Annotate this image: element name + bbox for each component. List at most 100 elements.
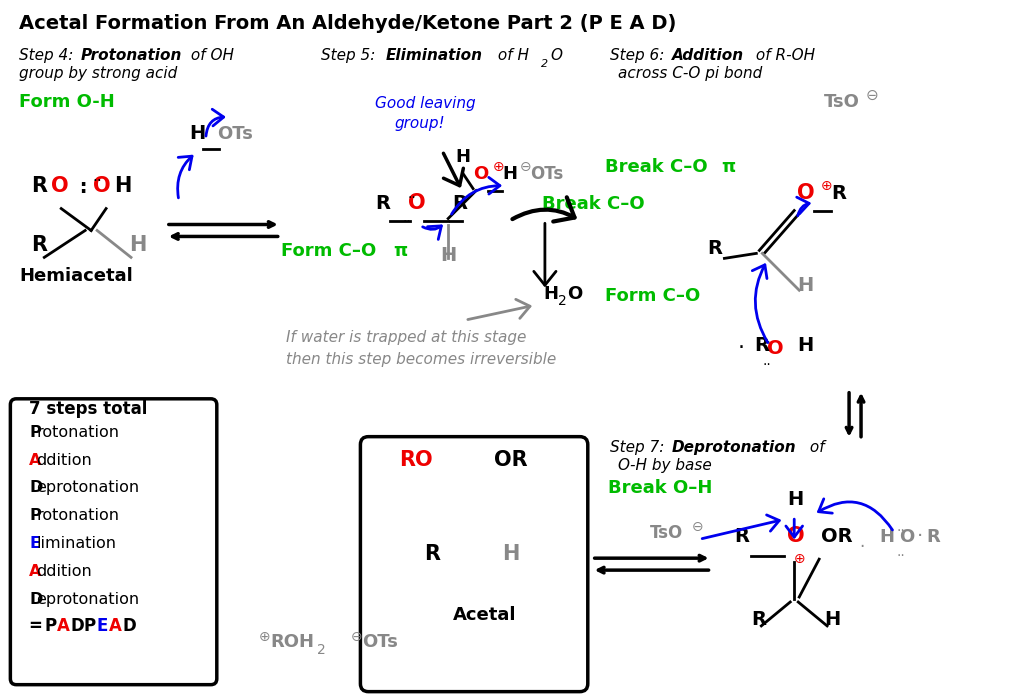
Text: H: H: [797, 276, 813, 295]
Text: Step 6:: Step 6:: [609, 48, 668, 63]
Text: R: R: [734, 527, 749, 546]
Text: 7 steps total: 7 steps total: [30, 400, 148, 418]
Text: H: H: [787, 491, 803, 510]
Text: ..: ..: [401, 211, 411, 225]
Text: limination: limination: [37, 536, 116, 551]
Text: O: O: [93, 176, 111, 195]
Text: Addition: Addition: [671, 48, 743, 63]
Text: group by strong acid: group by strong acid: [19, 66, 177, 81]
Text: R: R: [830, 183, 846, 202]
Text: Break C–O: Break C–O: [604, 158, 713, 176]
FancyArrowPatch shape: [422, 226, 441, 239]
Text: ⊕: ⊕: [492, 160, 504, 174]
Text: A: A: [30, 564, 42, 579]
Text: Break O–H: Break O–H: [607, 480, 711, 498]
Text: ⊖: ⊖: [865, 88, 878, 103]
Text: R: R: [926, 528, 940, 546]
Text: group!: group!: [394, 116, 444, 131]
Text: =: =: [30, 617, 49, 635]
Text: E: E: [96, 617, 107, 635]
Text: then this step becomes irreversible: then this step becomes irreversible: [285, 352, 555, 367]
Text: H: H: [129, 235, 147, 256]
Text: H: H: [797, 336, 813, 355]
Text: E: E: [30, 536, 41, 551]
Text: ddition: ddition: [37, 452, 92, 468]
Text: ·: ·: [916, 527, 922, 546]
Text: rotonation: rotonation: [37, 425, 119, 440]
Text: Form C–O: Form C–O: [280, 242, 382, 260]
Text: R: R: [424, 544, 440, 564]
Text: of H: of H: [492, 48, 529, 63]
Text: R: R: [32, 235, 47, 256]
FancyArrowPatch shape: [752, 265, 767, 343]
Text: ⊕: ⊕: [259, 630, 270, 644]
Text: 2: 2: [540, 59, 547, 69]
Text: Elimination: Elimination: [385, 48, 482, 63]
FancyArrowPatch shape: [512, 197, 574, 221]
Text: H: H: [542, 285, 557, 303]
Text: R: R: [707, 239, 721, 258]
Text: of: of: [804, 440, 824, 454]
Text: OTs: OTs: [217, 125, 253, 143]
Text: O: O: [51, 176, 69, 195]
Text: ⊕: ⊕: [820, 178, 832, 192]
Text: 2: 2: [316, 643, 325, 657]
Text: A: A: [109, 617, 122, 635]
FancyArrowPatch shape: [177, 156, 192, 198]
Text: R: R: [751, 610, 765, 629]
Text: H: H: [454, 148, 470, 166]
Text: P: P: [30, 508, 41, 524]
Text: Acetal Formation From An Aldehyde/Ketone Part 2 (P E A D): Acetal Formation From An Aldehyde/Ketone…: [19, 14, 676, 34]
Text: ·: ·: [858, 538, 863, 557]
FancyBboxPatch shape: [10, 399, 217, 685]
Text: ..: ..: [92, 169, 102, 183]
Text: ddition: ddition: [37, 564, 92, 579]
Text: RO: RO: [398, 449, 432, 470]
Text: H: H: [823, 610, 840, 629]
Text: ⊖: ⊖: [691, 520, 702, 534]
Text: O: O: [567, 285, 582, 303]
Text: ..: ..: [407, 187, 416, 201]
Text: Form C–O: Form C–O: [604, 287, 699, 305]
Text: H: H: [440, 246, 455, 265]
Text: ..: ..: [896, 520, 905, 534]
Text: π: π: [720, 158, 735, 176]
Text: π: π: [393, 242, 408, 260]
FancyArrowPatch shape: [785, 519, 802, 537]
Text: If water is trapped at this stage: If water is trapped at this stage: [285, 330, 526, 345]
Text: OTs: OTs: [362, 633, 397, 651]
Text: O: O: [550, 48, 562, 63]
Text: Step 7:: Step 7:: [609, 440, 668, 454]
Text: ROH: ROH: [270, 633, 314, 651]
Text: ⊖: ⊖: [520, 160, 531, 174]
Text: H: H: [501, 164, 517, 183]
Text: O-H by base: O-H by base: [618, 458, 711, 472]
Text: Step 4:: Step 4:: [19, 48, 78, 63]
Text: R: R: [754, 336, 768, 355]
Text: ..: ..: [761, 332, 770, 346]
Text: Acetal: Acetal: [452, 606, 517, 624]
Text: D: D: [30, 592, 43, 607]
Text: A: A: [57, 617, 70, 635]
Text: of R-OH: of R-OH: [751, 48, 814, 63]
Text: Protonation: Protonation: [82, 48, 182, 63]
Text: eprotonation: eprotonation: [37, 592, 140, 607]
Text: Hemiacetal: Hemiacetal: [19, 267, 132, 286]
Text: D: D: [70, 617, 84, 635]
FancyArrowPatch shape: [451, 177, 499, 214]
Text: Good leaving: Good leaving: [375, 96, 476, 111]
FancyArrowPatch shape: [206, 109, 223, 136]
Text: of OH: of OH: [185, 48, 233, 63]
Text: H: H: [501, 544, 519, 564]
Text: O: O: [898, 528, 913, 546]
Text: P: P: [30, 425, 41, 440]
Text: ..: ..: [896, 545, 905, 559]
Text: R: R: [32, 176, 47, 195]
Text: across C-O pi bond: across C-O pi bond: [618, 66, 761, 81]
FancyArrowPatch shape: [817, 499, 892, 530]
FancyArrowPatch shape: [533, 223, 555, 285]
Text: Form O-H: Form O-H: [19, 93, 115, 111]
Text: R: R: [375, 193, 390, 213]
Text: Deprotonation: Deprotonation: [671, 440, 796, 454]
Text: ·: ·: [737, 338, 744, 358]
